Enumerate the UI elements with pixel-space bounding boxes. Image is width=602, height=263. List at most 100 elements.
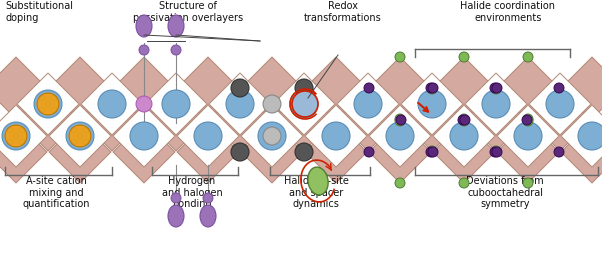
Circle shape bbox=[171, 193, 181, 203]
Circle shape bbox=[482, 90, 510, 118]
Polygon shape bbox=[497, 121, 559, 183]
Polygon shape bbox=[433, 121, 495, 183]
Polygon shape bbox=[0, 121, 47, 183]
Polygon shape bbox=[49, 57, 111, 119]
Polygon shape bbox=[305, 57, 367, 119]
Text: Halide coordination
environments: Halide coordination environments bbox=[461, 1, 556, 23]
Ellipse shape bbox=[200, 205, 216, 227]
Circle shape bbox=[523, 178, 533, 188]
Polygon shape bbox=[241, 105, 303, 167]
Polygon shape bbox=[49, 121, 111, 183]
Circle shape bbox=[523, 114, 533, 124]
Circle shape bbox=[162, 90, 190, 118]
Polygon shape bbox=[177, 57, 239, 119]
Circle shape bbox=[130, 122, 158, 150]
Polygon shape bbox=[433, 105, 495, 167]
Polygon shape bbox=[433, 57, 495, 119]
Polygon shape bbox=[113, 121, 175, 183]
Polygon shape bbox=[17, 89, 79, 151]
Circle shape bbox=[98, 90, 126, 118]
Circle shape bbox=[290, 90, 318, 118]
Polygon shape bbox=[273, 89, 335, 151]
Circle shape bbox=[37, 93, 59, 115]
Circle shape bbox=[523, 116, 533, 126]
Circle shape bbox=[492, 147, 502, 157]
Circle shape bbox=[428, 83, 438, 93]
Circle shape bbox=[490, 83, 500, 93]
Polygon shape bbox=[81, 73, 143, 135]
Polygon shape bbox=[561, 121, 602, 183]
Circle shape bbox=[491, 146, 501, 156]
Circle shape bbox=[522, 115, 532, 125]
Circle shape bbox=[546, 90, 574, 118]
Circle shape bbox=[231, 79, 249, 97]
Circle shape bbox=[231, 143, 249, 161]
Circle shape bbox=[426, 83, 436, 93]
Text: A-site cation
mixing and
quantification: A-site cation mixing and quantification bbox=[22, 176, 90, 209]
Text: Hydrogen
and halogen
bonding: Hydrogen and halogen bonding bbox=[161, 176, 222, 209]
Circle shape bbox=[459, 114, 469, 124]
Circle shape bbox=[395, 178, 405, 188]
Circle shape bbox=[295, 79, 313, 97]
Circle shape bbox=[139, 45, 149, 55]
Polygon shape bbox=[497, 105, 559, 167]
Polygon shape bbox=[113, 57, 175, 119]
Polygon shape bbox=[401, 73, 463, 135]
Polygon shape bbox=[177, 121, 239, 183]
Circle shape bbox=[66, 122, 94, 150]
Circle shape bbox=[69, 125, 91, 147]
Circle shape bbox=[460, 115, 470, 125]
Polygon shape bbox=[145, 73, 207, 135]
Polygon shape bbox=[0, 57, 47, 119]
Polygon shape bbox=[209, 89, 271, 151]
Ellipse shape bbox=[136, 15, 152, 37]
Circle shape bbox=[492, 83, 502, 93]
Polygon shape bbox=[177, 105, 239, 167]
Ellipse shape bbox=[168, 15, 184, 37]
Circle shape bbox=[354, 90, 382, 118]
Circle shape bbox=[292, 91, 318, 117]
Circle shape bbox=[322, 122, 350, 150]
Ellipse shape bbox=[308, 167, 328, 195]
Circle shape bbox=[428, 147, 438, 157]
Circle shape bbox=[491, 84, 501, 94]
Polygon shape bbox=[305, 105, 367, 167]
Circle shape bbox=[203, 193, 213, 203]
Polygon shape bbox=[561, 105, 602, 167]
Polygon shape bbox=[209, 73, 271, 135]
Circle shape bbox=[34, 90, 62, 118]
Circle shape bbox=[136, 96, 152, 112]
Polygon shape bbox=[81, 89, 143, 151]
Circle shape bbox=[459, 116, 469, 126]
Polygon shape bbox=[305, 121, 367, 183]
Circle shape bbox=[427, 84, 437, 94]
Circle shape bbox=[578, 122, 602, 150]
Circle shape bbox=[426, 147, 436, 157]
Circle shape bbox=[364, 83, 374, 93]
Circle shape bbox=[263, 95, 281, 113]
Text: Redox
transformations: Redox transformations bbox=[304, 1, 382, 23]
Polygon shape bbox=[497, 57, 559, 119]
Text: Structure of
passivation overlayers: Structure of passivation overlayers bbox=[133, 1, 243, 23]
Circle shape bbox=[554, 147, 564, 157]
Polygon shape bbox=[241, 121, 303, 183]
Polygon shape bbox=[49, 105, 111, 167]
Circle shape bbox=[418, 90, 446, 118]
Polygon shape bbox=[241, 57, 303, 119]
Polygon shape bbox=[561, 57, 602, 119]
Polygon shape bbox=[465, 73, 527, 135]
Polygon shape bbox=[337, 89, 399, 151]
Circle shape bbox=[5, 125, 27, 147]
Circle shape bbox=[263, 127, 281, 145]
Circle shape bbox=[364, 147, 374, 157]
Circle shape bbox=[458, 115, 468, 125]
Text: Halide, A-site
and spacer
dynamics: Halide, A-site and spacer dynamics bbox=[284, 176, 349, 209]
Circle shape bbox=[554, 83, 564, 93]
Circle shape bbox=[523, 52, 533, 62]
Polygon shape bbox=[0, 105, 47, 167]
Polygon shape bbox=[17, 73, 79, 135]
Circle shape bbox=[459, 178, 469, 188]
Ellipse shape bbox=[168, 205, 184, 227]
Circle shape bbox=[395, 52, 405, 62]
Polygon shape bbox=[145, 89, 207, 151]
